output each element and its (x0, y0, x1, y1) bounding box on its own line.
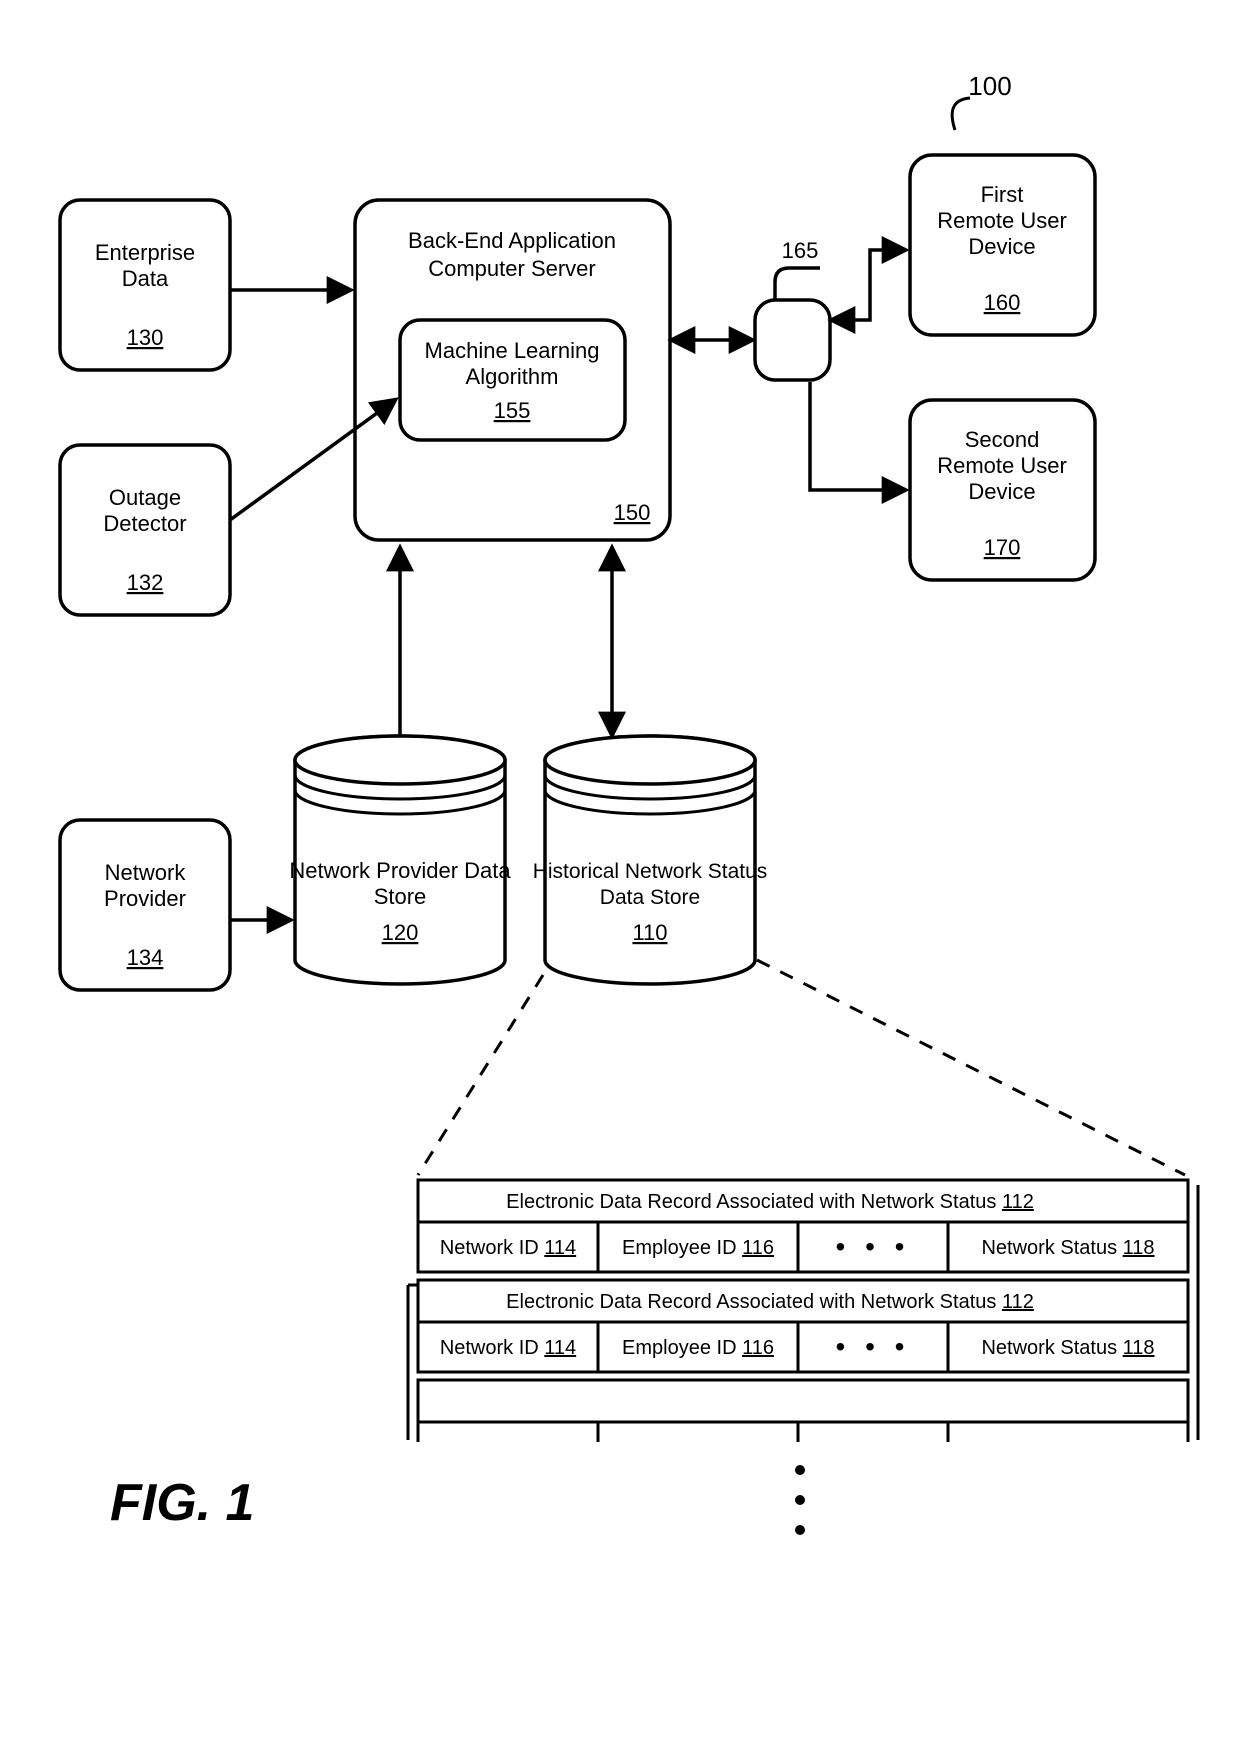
provider-store-ref: 120 (382, 920, 419, 945)
callout-line-1 (418, 975, 543, 1175)
first-device-label-1: First (981, 182, 1024, 207)
router-ref: 165 (782, 238, 819, 263)
records-table: Electronic Data Record Associated with N… (408, 1180, 1198, 1535)
record-title-2: Electronic Data Record Associated with N… (506, 1291, 996, 1313)
record-row-3-partial (418, 1380, 1188, 1442)
second-device-label-3: Device (968, 479, 1035, 504)
r2-c2-ref: 116 (742, 1337, 774, 1359)
r2-ellipsis: • • • (836, 1331, 911, 1362)
svg-text:Network ID: Network ID 114 (440, 1237, 576, 1259)
second-device-node: Second Remote User Device 170 (910, 400, 1095, 580)
record-title-1: Electronic Data Record Associated with N… (506, 1191, 996, 1213)
network-provider-label-2: Provider (104, 886, 186, 911)
svg-text:Electronic Data Record Associa: Electronic Data Record Associated with N… (506, 1191, 1034, 1213)
router-node: 165 (755, 238, 830, 380)
server-label-2: Computer Server (428, 256, 596, 281)
first-device-node: First Remote User Device 160 (910, 155, 1095, 335)
r2-c1-label: Network ID (440, 1337, 539, 1359)
network-provider-node: Network Provider 134 (60, 820, 230, 990)
edge-router-first (832, 250, 905, 320)
enterprise-data-ref: 130 (127, 325, 164, 350)
r1-c1-label: Network ID (440, 1237, 539, 1259)
system-ref: 100 (968, 71, 1011, 101)
r1-c3-ref: 118 (1123, 1237, 1155, 1259)
r1-c2-label: Employee ID (622, 1237, 737, 1259)
provider-store-label-1: Network Provider Data (289, 858, 511, 883)
r1-c2-ref: 116 (742, 1237, 774, 1259)
r2-c1-ref: 114 (544, 1337, 576, 1359)
svg-text:Network ID: Network ID 114 (440, 1337, 576, 1359)
historical-store-label-2: Data Store (600, 886, 700, 909)
record-row-2: Electronic Data Record Associated with N… (418, 1280, 1188, 1372)
r2-c3-ref: 118 (1123, 1337, 1155, 1359)
ml-label-1: Machine Learning (425, 338, 600, 363)
record-title-ref-2: 112 (1002, 1291, 1034, 1313)
svg-text:Electronic Data Record Associa: Electronic Data Record Associated with N… (506, 1291, 1034, 1313)
svg-text:Network Status: Network Status 118 (981, 1337, 1154, 1359)
r1-c1-ref: 114 (544, 1237, 576, 1259)
first-device-label-3: Device (968, 234, 1035, 259)
provider-store-label-2: Store (374, 884, 427, 909)
server-node: Back-End Application Computer Server Mac… (355, 200, 670, 540)
outage-detector-ref: 132 (127, 570, 164, 595)
historical-store-ref: 110 (632, 920, 667, 945)
system-ref-hook (952, 98, 970, 130)
figure-label: FIG. 1 (110, 1474, 254, 1532)
provider-store-node: Network Provider Data Store 120 (289, 736, 511, 984)
outage-detector-node: Outage Detector 132 (60, 445, 230, 615)
outage-detector-label-2: Detector (103, 511, 186, 536)
enterprise-data-label-2: Data (122, 266, 169, 291)
r1-ellipsis: • • • (836, 1231, 911, 1262)
edge-outage-to-server (230, 400, 395, 520)
second-device-ref: 170 (984, 535, 1021, 560)
svg-text:Network Status: Network Status 118 (981, 1237, 1154, 1259)
enterprise-data-label-1: Enterprise (95, 240, 195, 265)
first-device-label-2: Remote User (937, 208, 1067, 233)
r2-c2-label: Employee ID (622, 1337, 737, 1359)
ml-ref: 155 (494, 398, 531, 423)
table-vertical-ellipsis (795, 1465, 805, 1535)
network-provider-ref: 134 (127, 945, 164, 970)
r2-c3-label: Network Status (981, 1337, 1117, 1359)
r1-c3-label: Network Status (981, 1237, 1117, 1259)
record-title-ref-1: 112 (1002, 1191, 1034, 1213)
historical-store-label-1: Historical Network Status (533, 860, 768, 883)
first-device-ref: 160 (984, 290, 1021, 315)
record-row-1: Electronic Data Record Associated with N… (418, 1180, 1188, 1272)
server-label-1: Back-End Application (408, 228, 616, 253)
historical-store-node: Historical Network Status Data Store 110 (533, 736, 768, 984)
edge-router-second (810, 382, 905, 490)
second-device-label-2: Remote User (937, 453, 1067, 478)
ml-label-2: Algorithm (466, 364, 559, 389)
second-device-label-1: Second (965, 427, 1040, 452)
enterprise-data-node: Enterprise Data 130 (60, 200, 230, 370)
callout-line-2 (757, 960, 1185, 1175)
server-ref: 150 (614, 500, 651, 525)
network-provider-label-1: Network (105, 860, 187, 885)
outage-detector-label-1: Outage (109, 485, 181, 510)
svg-text:Employee ID: Employee ID 116 (622, 1337, 774, 1359)
svg-text:Employee ID: Employee ID 116 (622, 1237, 774, 1259)
